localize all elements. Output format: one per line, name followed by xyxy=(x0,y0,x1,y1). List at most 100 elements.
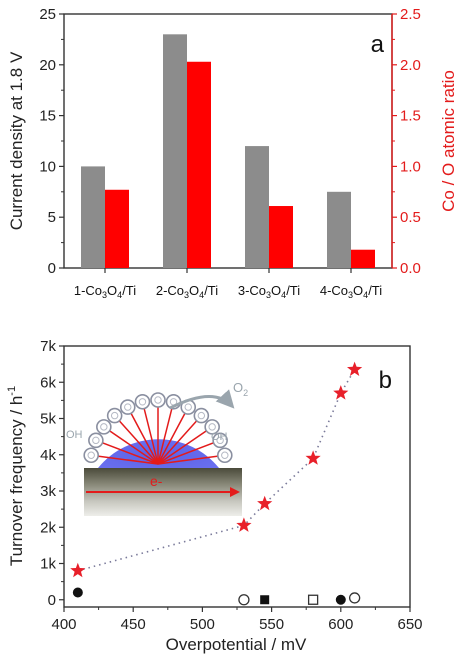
x-tick-label: 450 xyxy=(121,616,146,633)
category-label: 2-Co3O4/Ti xyxy=(156,283,218,300)
surface-site-inner xyxy=(92,436,100,445)
panel-a-bar-chart: 0 5 10 15 20 25 0.0 0.5 1.0 1.5 2.0 2.5 1-Co3O4/Ti… xyxy=(7,6,458,300)
y-tick-label: 1k xyxy=(40,556,56,573)
panel-a-letter: a xyxy=(371,31,385,58)
electron-path xyxy=(114,415,159,465)
y2-tick-label: 0.5 xyxy=(400,209,421,226)
y-tick-label: 0 xyxy=(48,592,56,609)
y-tick-label: 20 xyxy=(39,57,56,74)
panel-b-y-axis-label: Turnover frequency / h-1 xyxy=(6,386,26,566)
electron-path xyxy=(91,454,159,465)
filled-square-point xyxy=(260,595,270,605)
surface-site-circle xyxy=(106,407,123,424)
open-circle-point xyxy=(348,592,361,604)
tof-star-point xyxy=(257,495,273,511)
y2-tick-label: 0.0 xyxy=(400,260,421,277)
trend-dotted-line xyxy=(77,369,356,572)
current-density-bar xyxy=(163,34,187,268)
catalyst-schematic-inset: O2 OH OH e- xyxy=(66,380,248,516)
electron-path xyxy=(141,401,159,465)
x-tick-label: 650 xyxy=(397,616,422,633)
electron-path xyxy=(157,406,189,465)
filled-circle-point xyxy=(335,594,346,605)
co-o-ratio-bar xyxy=(187,61,211,268)
co-o-ratio-bar xyxy=(269,206,293,268)
panel-b-x-axis-label: Overpotential / mV xyxy=(166,635,307,654)
electron-path xyxy=(127,406,159,465)
panel-b-scatter-chart: O2 OH OH e- 400 450 500 550 600 650 0 1k 2k 3k 4k… xyxy=(6,338,423,654)
surface-site-inner xyxy=(221,451,229,459)
electron-path xyxy=(157,401,175,465)
oxygen-label: O2 xyxy=(233,380,248,398)
current-density-bar xyxy=(245,146,269,268)
surface-site-inner xyxy=(184,403,192,411)
hydroxyl-label-left: OH xyxy=(66,429,83,441)
co-o-ratio-bar xyxy=(105,189,129,268)
y-tick-label: 5k xyxy=(40,411,56,428)
oxygen-release-arrow xyxy=(169,389,235,410)
tof-star-point xyxy=(305,450,321,465)
tof-star-point xyxy=(347,361,363,376)
surface-site-inner xyxy=(124,403,132,411)
y2-tick-label: 1.5 xyxy=(400,108,421,125)
electron-path xyxy=(157,415,202,465)
electron-path xyxy=(95,439,159,465)
electron-path xyxy=(157,426,213,465)
y-tick-label: 4k xyxy=(40,447,56,464)
open-circle-point xyxy=(238,594,250,606)
surface-site-circle xyxy=(204,419,220,435)
y-tick-label: 10 xyxy=(39,158,56,175)
electron-path xyxy=(157,439,221,465)
surface-site-circle xyxy=(96,419,112,435)
y-tick-label: 2k xyxy=(40,519,56,536)
hydroxyl-label-right: OH xyxy=(211,431,228,443)
surface-site-circle xyxy=(212,432,228,449)
surface-site-circle xyxy=(150,392,166,408)
surface-site-inner xyxy=(138,398,147,406)
current-density-bar xyxy=(81,166,105,268)
y-tick-label: 7k xyxy=(40,338,56,355)
x-tick-label: 500 xyxy=(190,616,215,633)
y2-tick-label: 2.5 xyxy=(400,6,421,23)
x-tick-label: 600 xyxy=(328,616,353,633)
category-label: 4-Co3O4/Ti xyxy=(320,283,382,300)
surface-site-inner xyxy=(197,411,206,420)
x-tick-label: 550 xyxy=(259,616,284,633)
tof-star-point xyxy=(333,385,349,400)
surface-site-circle xyxy=(193,407,210,424)
y2-tick-label: 1.0 xyxy=(400,158,421,175)
surface-site-inner xyxy=(100,423,108,431)
electron-pathways xyxy=(91,400,225,465)
x-tick-label: 400 xyxy=(51,616,76,633)
panel-a-y-axis-label: Current density at 1.8 V xyxy=(7,51,26,230)
co-o-ratio-bar xyxy=(351,249,375,268)
surface-site-circle xyxy=(216,447,233,464)
category-label: 1-Co3O4/Ti xyxy=(74,283,136,300)
surface-site-circle xyxy=(88,432,104,449)
y-tick-label: 25 xyxy=(39,6,56,23)
surface-site-inner xyxy=(154,396,162,404)
surface-site-circle xyxy=(119,399,136,415)
surface-site-inner xyxy=(87,451,95,459)
surface-site-inner xyxy=(208,423,216,431)
category-label: 3-Co3O4/Ti xyxy=(238,283,300,300)
current-density-bar xyxy=(327,191,351,268)
y-tick-label: 6k xyxy=(40,374,56,391)
y-tick-label: 15 xyxy=(39,108,56,125)
y-tick-label: 3k xyxy=(40,483,56,500)
y-tick-label: 5 xyxy=(48,209,56,226)
electron-label: e- xyxy=(150,473,163,489)
surface-site-circle xyxy=(134,393,151,410)
open-square-point xyxy=(307,594,319,605)
electron-path xyxy=(157,454,225,465)
electron-path xyxy=(103,426,159,465)
surface-site-inner xyxy=(110,411,119,420)
filled-circle-point xyxy=(72,587,83,598)
y2-tick-label: 2.0 xyxy=(400,57,421,74)
surface-site-circle xyxy=(83,447,100,464)
surface-site-inner xyxy=(216,436,224,445)
panel-b-letter: b xyxy=(379,367,392,394)
y-tick-label: 0 xyxy=(48,260,56,277)
surface-sites xyxy=(83,392,233,464)
